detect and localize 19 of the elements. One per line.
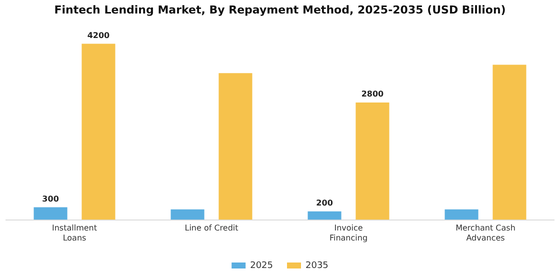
chart-title: Fintech Lending Market, By Repayment Method, 2025-2035 (USD Billion) bbox=[54, 3, 506, 16]
bar bbox=[218, 73, 252, 220]
bar bbox=[308, 211, 342, 220]
legend-label: 2025 bbox=[250, 260, 273, 271]
bar bbox=[170, 209, 204, 220]
x-tick-label: Line of Credit bbox=[184, 224, 238, 233]
data-label: 4200 bbox=[87, 30, 110, 40]
bar bbox=[492, 64, 526, 220]
x-tick-label: Installment Loans bbox=[52, 224, 98, 242]
bar bbox=[82, 44, 116, 220]
bar bbox=[356, 102, 390, 220]
data-label: 200 bbox=[316, 198, 334, 208]
data-label: 300 bbox=[42, 194, 60, 204]
x-tick-label: Merchant Cash Advances bbox=[456, 224, 516, 242]
legend-label: 2035 bbox=[306, 260, 328, 271]
data-label: 2800 bbox=[361, 90, 384, 99]
bar bbox=[34, 207, 68, 220]
x-tick-label: Invoice Financing bbox=[329, 224, 368, 242]
bar bbox=[444, 209, 478, 220]
